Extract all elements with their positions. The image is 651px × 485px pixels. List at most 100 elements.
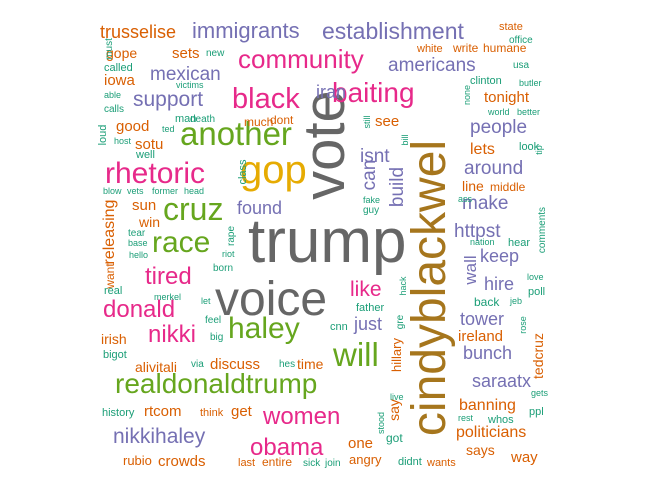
word-hello: hello: [129, 250, 148, 260]
word-baiting: baiting: [332, 77, 415, 108]
word-comments: comments: [537, 207, 548, 253]
word-immigrants: immigrants: [192, 18, 300, 43]
word-way: way: [510, 449, 538, 466]
word-donald: donald: [103, 296, 175, 323]
word-real: real: [104, 285, 122, 297]
word-voice: voice: [215, 273, 327, 326]
word-gop: gop: [240, 148, 307, 192]
word-cnn: cnn: [330, 321, 348, 333]
word-state: state: [499, 21, 523, 33]
word-rtcom: rtcom: [144, 403, 182, 420]
word-tower: tower: [460, 309, 504, 329]
word-nation: nation: [470, 237, 495, 247]
word-look: look: [519, 141, 540, 153]
word-join: join: [324, 458, 341, 469]
word-cruz: cruz: [163, 191, 223, 227]
word-fake: fake: [363, 195, 380, 205]
word-saraatx: saraatx: [472, 371, 531, 391]
word-whos: whos: [487, 414, 514, 426]
word-want: want: [103, 263, 117, 290]
word-clinton: clinton: [470, 75, 502, 87]
word-poll: poll: [528, 286, 545, 298]
word-make: make: [462, 193, 508, 214]
word-rest: rest: [458, 413, 474, 423]
word-hire: hire: [484, 274, 514, 294]
word-bigot: bigot: [103, 349, 127, 361]
word-crowds: crowds: [158, 453, 206, 470]
word-establishment: establishment: [322, 18, 465, 44]
word-trump: trump: [248, 207, 406, 276]
word-win: win: [138, 214, 160, 230]
word-httpst: httpst: [454, 221, 501, 242]
word-irish: irish: [101, 331, 127, 347]
word-via: via: [191, 359, 204, 370]
word-calls: calls: [104, 104, 124, 115]
word-one: one: [348, 435, 373, 452]
word-obama: obama: [250, 434, 324, 461]
word-ted: ted: [162, 124, 175, 134]
word-line: line: [462, 178, 484, 194]
word-hes: hes: [279, 359, 295, 370]
word-able: able: [104, 90, 121, 100]
word-politicians: politicians: [456, 424, 526, 441]
word-white: white: [416, 43, 443, 55]
word-write: write: [452, 41, 479, 55]
word-people: people: [470, 117, 527, 138]
word-jeb: jeb: [509, 296, 522, 306]
word-bunch: bunch: [463, 343, 512, 363]
word-death: death: [190, 114, 215, 125]
word-feel: feel: [205, 315, 221, 326]
word-build: build: [387, 167, 408, 207]
word-stood: stood: [376, 412, 386, 434]
word-alivitali: alivitali: [135, 359, 177, 375]
word-got: got: [386, 431, 403, 445]
word-rubio: rubio: [123, 453, 152, 468]
word-like: like: [350, 278, 382, 301]
word-guy: guy: [363, 205, 379, 216]
word-middle: middle: [490, 180, 526, 194]
word-nikkihaley: nikkihaley: [113, 425, 206, 448]
word-sick: sick: [303, 458, 321, 469]
word-rhetoric: rhetoric: [105, 157, 205, 190]
word-gope: gope: [106, 45, 137, 61]
word-race: race: [152, 226, 210, 259]
word-let: let: [201, 296, 211, 306]
word-usa: usa: [513, 60, 530, 71]
word-entire: entire: [262, 455, 292, 469]
word-father: father: [356, 302, 384, 314]
word-new: new: [206, 48, 225, 59]
word-trusselise: trusselise: [100, 22, 176, 42]
word-cindyblackwel: cindyblackwel: [403, 140, 456, 436]
word-banning: banning: [459, 397, 516, 414]
word-found: found: [237, 198, 282, 218]
word-time: time: [297, 356, 324, 372]
word-loud: loud: [97, 125, 109, 146]
word-well: well: [135, 149, 155, 161]
word-butler: butler: [519, 78, 542, 88]
word-still: still: [362, 116, 372, 129]
word-world: world: [487, 107, 510, 117]
word-iran: iran: [316, 82, 346, 102]
word-base: base: [128, 238, 148, 248]
word-called: called: [104, 62, 133, 74]
word-gre: gre: [395, 314, 406, 329]
word-hillary: hillary: [389, 338, 404, 372]
word-can: can: [359, 160, 380, 191]
word-say: say: [386, 399, 402, 421]
word-community: community: [238, 44, 364, 74]
word-keep: keep: [480, 246, 519, 266]
word-dont: dont: [270, 113, 294, 127]
word-hear: hear: [508, 237, 530, 249]
word-see: see: [375, 113, 399, 130]
word-angry: angry: [349, 452, 382, 467]
word-haley: haley: [228, 312, 300, 345]
word-love: love: [527, 272, 544, 282]
word-tonight: tonight: [484, 89, 530, 106]
word-will: will: [332, 336, 379, 373]
word-humane: humane: [483, 41, 527, 55]
word-black: black: [232, 83, 300, 115]
word-support: support: [133, 88, 203, 111]
word-gets: gets: [531, 388, 549, 398]
word-man: man: [175, 113, 196, 125]
